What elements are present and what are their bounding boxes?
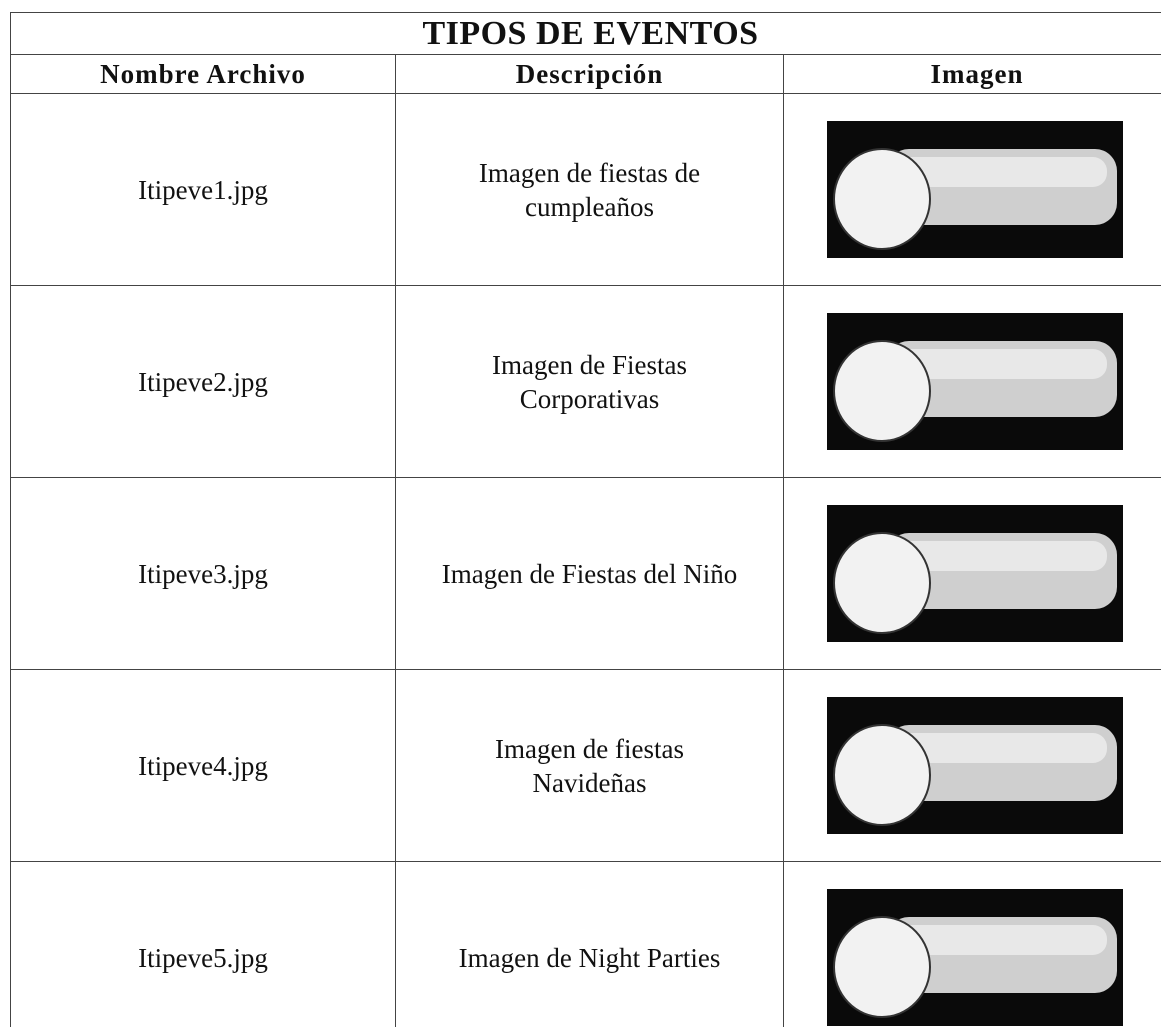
- table-row: Itipeve4.jpg Imagen de fiestas Navideñas: [10, 669, 1161, 862]
- description: Imagen de fiestas de cumpleaños: [395, 93, 784, 286]
- thumbnail: [827, 697, 1123, 834]
- column-header: Imagen: [782, 54, 1161, 94]
- thumb-banner-shade: [897, 925, 1107, 955]
- table-row: Itipeve1.jpg Imagen de fiestas de cumplea…: [10, 93, 1161, 286]
- thumb-figure: [833, 532, 931, 634]
- table-row: Itipeve2.jpg Imagen de Fiestas Corporativ…: [10, 285, 1161, 478]
- column-header: Nombre Archivo: [10, 54, 396, 94]
- thumb-figure: [833, 916, 931, 1018]
- thumb-banner-shade: [897, 541, 1107, 571]
- description: Imagen de fiestas Navideñas: [395, 669, 784, 862]
- thumb-banner-shade: [897, 733, 1107, 763]
- thumb-figure: [833, 148, 931, 250]
- image-cell: [782, 669, 1161, 862]
- table-row: Itipeve3.jpg Imagen de Fiestas del Niño: [10, 477, 1161, 670]
- column-header: Descripción: [395, 54, 784, 94]
- description: Imagen de Fiestas del Niño: [395, 477, 784, 670]
- file-name: Itipeve1.jpg: [10, 93, 396, 286]
- file-name: Itipeve5.jpg: [10, 861, 396, 1027]
- thumb-banner-shade: [897, 349, 1107, 379]
- thumbnail: [827, 889, 1123, 1026]
- description: Imagen de Fiestas Corporativas: [395, 285, 784, 478]
- file-name: Itipeve3.jpg: [10, 477, 396, 670]
- events-table: TIPOS DE EVENTOS Nombre Archivo Descripc…: [9, 12, 1161, 1027]
- thumb-figure: [833, 340, 931, 442]
- thumbnail: [827, 313, 1123, 450]
- table-title: TIPOS DE EVENTOS: [9, 12, 1161, 55]
- image-cell: [782, 477, 1161, 670]
- file-name: Itipeve2.jpg: [10, 285, 396, 478]
- thumb-banner-shade: [897, 157, 1107, 187]
- image-cell: [782, 93, 1161, 286]
- file-name: Itipeve4.jpg: [10, 669, 396, 862]
- table-row: Itipeve5.jpg Imagen de Night Parties: [10, 861, 1161, 1027]
- thumbnail: [827, 121, 1123, 258]
- thumb-figure: [833, 724, 931, 826]
- image-cell: [782, 861, 1161, 1027]
- thumbnail: [827, 505, 1123, 642]
- description: Imagen de Night Parties: [395, 861, 784, 1027]
- image-cell: [782, 285, 1161, 478]
